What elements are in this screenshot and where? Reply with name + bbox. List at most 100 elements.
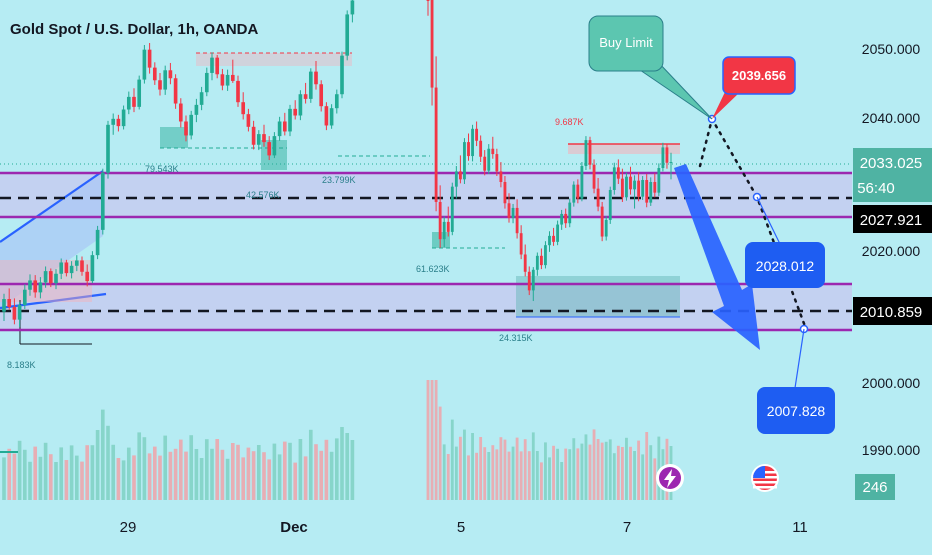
session-b-candle[interactable] bbox=[592, 164, 596, 189]
session-b-candle[interactable] bbox=[499, 171, 503, 182]
session-b-candle[interactable] bbox=[491, 148, 495, 155]
session-b-candle[interactable] bbox=[527, 271, 531, 291]
session-b-candle[interactable] bbox=[588, 140, 592, 165]
session-a-candle[interactable] bbox=[303, 94, 308, 99]
session-b-candle[interactable] bbox=[580, 166, 584, 199]
session-b-candle[interactable] bbox=[471, 128, 474, 157]
session-a-candle[interactable] bbox=[137, 79, 142, 107]
session-b-candle[interactable] bbox=[539, 255, 543, 266]
session-a-candle[interactable] bbox=[199, 92, 204, 105]
session-a-candle[interactable] bbox=[2, 299, 6, 312]
session-b-candle[interactable] bbox=[467, 142, 470, 157]
session-a-candle[interactable] bbox=[22, 289, 27, 306]
session-b-candle[interactable] bbox=[600, 206, 604, 237]
session-a-candle[interactable] bbox=[215, 57, 220, 75]
session-b-candle[interactable] bbox=[568, 202, 572, 224]
session-b-candle[interactable] bbox=[430, 0, 434, 88]
session-a-candle[interactable] bbox=[340, 55, 344, 95]
session-a-candle[interactable] bbox=[142, 49, 147, 80]
session-b-candle[interactable] bbox=[442, 221, 446, 240]
session-a-candle[interactable] bbox=[225, 74, 230, 86]
volume-badge[interactable] bbox=[855, 474, 895, 500]
session-a-candle[interactable] bbox=[298, 94, 303, 116]
session-a-candle[interactable] bbox=[210, 57, 214, 73]
session-a-candle[interactable] bbox=[80, 260, 84, 272]
session-b-candle[interactable] bbox=[620, 178, 624, 198]
session-a-candle[interactable] bbox=[59, 262, 64, 274]
session-a-candle[interactable] bbox=[220, 74, 225, 86]
session-b-candle[interactable] bbox=[548, 235, 551, 246]
session-a-candle[interactable] bbox=[329, 108, 334, 126]
session-b-candle[interactable] bbox=[596, 188, 600, 207]
session-b-candle[interactable] bbox=[604, 219, 608, 237]
session-a-candle[interactable] bbox=[189, 114, 194, 136]
session-b-candle[interactable] bbox=[665, 147, 669, 163]
price-axis[interactable] bbox=[852, 0, 932, 550]
session-a-candle[interactable] bbox=[334, 94, 339, 109]
session-a-candle[interactable] bbox=[184, 121, 188, 136]
session-a-candle[interactable] bbox=[324, 106, 329, 126]
session-b-candle[interactable] bbox=[572, 184, 576, 203]
session-b-candle[interactable] bbox=[483, 156, 487, 171]
session-b-candle[interactable] bbox=[560, 213, 564, 225]
session-a-candle[interactable] bbox=[106, 124, 110, 173]
session-b-candle[interactable] bbox=[616, 167, 620, 179]
session-b-candle[interactable] bbox=[629, 176, 632, 190]
session-b-candle[interactable] bbox=[426, 0, 430, 1]
session-b-candle[interactable] bbox=[584, 140, 588, 167]
session-a-candle[interactable] bbox=[277, 121, 282, 137]
session-b-candle[interactable] bbox=[434, 87, 438, 202]
session-b-candle[interactable] bbox=[475, 128, 479, 141]
session-b-candle[interactable] bbox=[503, 182, 507, 204]
session-a-candle[interactable] bbox=[48, 271, 53, 284]
session-a-candle[interactable] bbox=[116, 118, 121, 127]
session-b-candle[interactable] bbox=[661, 147, 665, 169]
session-a-candle[interactable] bbox=[85, 271, 90, 282]
session-a-candle[interactable] bbox=[308, 71, 313, 99]
session-b-candle[interactable] bbox=[531, 269, 535, 291]
session-b-candle[interactable] bbox=[608, 189, 612, 220]
session-a-candle[interactable] bbox=[178, 103, 183, 122]
session-b-candle[interactable] bbox=[463, 142, 466, 180]
session-a-candle[interactable] bbox=[241, 102, 246, 115]
session-a-candle[interactable] bbox=[168, 70, 173, 79]
session-a-candle[interactable] bbox=[158, 80, 162, 90]
session-a-candle[interactable] bbox=[132, 96, 136, 107]
session-a-candle[interactable] bbox=[121, 109, 126, 127]
session-b-candle[interactable] bbox=[450, 186, 454, 232]
session-b-candle[interactable] bbox=[649, 182, 653, 203]
session-a-candle[interactable] bbox=[230, 74, 235, 81]
session-a-candle[interactable] bbox=[163, 70, 168, 90]
session-b-candle[interactable] bbox=[657, 168, 661, 193]
session-a-candle[interactable] bbox=[54, 273, 58, 284]
session-a-candle[interactable] bbox=[262, 134, 266, 143]
session-b-candle[interactable] bbox=[515, 207, 519, 234]
session-a-candle[interactable] bbox=[111, 118, 116, 125]
session-a-candle[interactable] bbox=[152, 67, 157, 81]
session-a-candle[interactable] bbox=[236, 80, 240, 103]
session-a-candle[interactable] bbox=[267, 142, 272, 156]
session-a-candle[interactable] bbox=[28, 280, 32, 290]
session-b-candle[interactable] bbox=[544, 245, 547, 266]
session-a-candle[interactable] bbox=[90, 255, 95, 282]
session-a-candle[interactable] bbox=[319, 84, 324, 107]
session-a-candle[interactable] bbox=[7, 299, 12, 308]
session-b-candle[interactable] bbox=[454, 171, 458, 187]
session-b-candle[interactable] bbox=[633, 180, 636, 190]
session-b-candle[interactable] bbox=[519, 233, 523, 255]
price-badge-upper[interactable] bbox=[853, 205, 932, 233]
time-axis[interactable] bbox=[0, 508, 932, 550]
session-a-candle[interactable] bbox=[95, 229, 100, 256]
session-a-candle[interactable] bbox=[246, 114, 251, 127]
session-b-candle[interactable] bbox=[523, 254, 527, 272]
session-b-candle[interactable] bbox=[438, 201, 442, 240]
session-b-candle[interactable] bbox=[507, 203, 511, 218]
session-a-candle[interactable] bbox=[147, 49, 152, 68]
session-b-candle[interactable] bbox=[653, 182, 657, 193]
session-b-candle[interactable] bbox=[556, 224, 560, 242]
session-a-candle[interactable] bbox=[272, 136, 277, 156]
session-a-candle[interactable] bbox=[288, 108, 292, 132]
session-a-candle[interactable] bbox=[43, 271, 48, 283]
session-b-candle[interactable] bbox=[669, 162, 673, 164]
